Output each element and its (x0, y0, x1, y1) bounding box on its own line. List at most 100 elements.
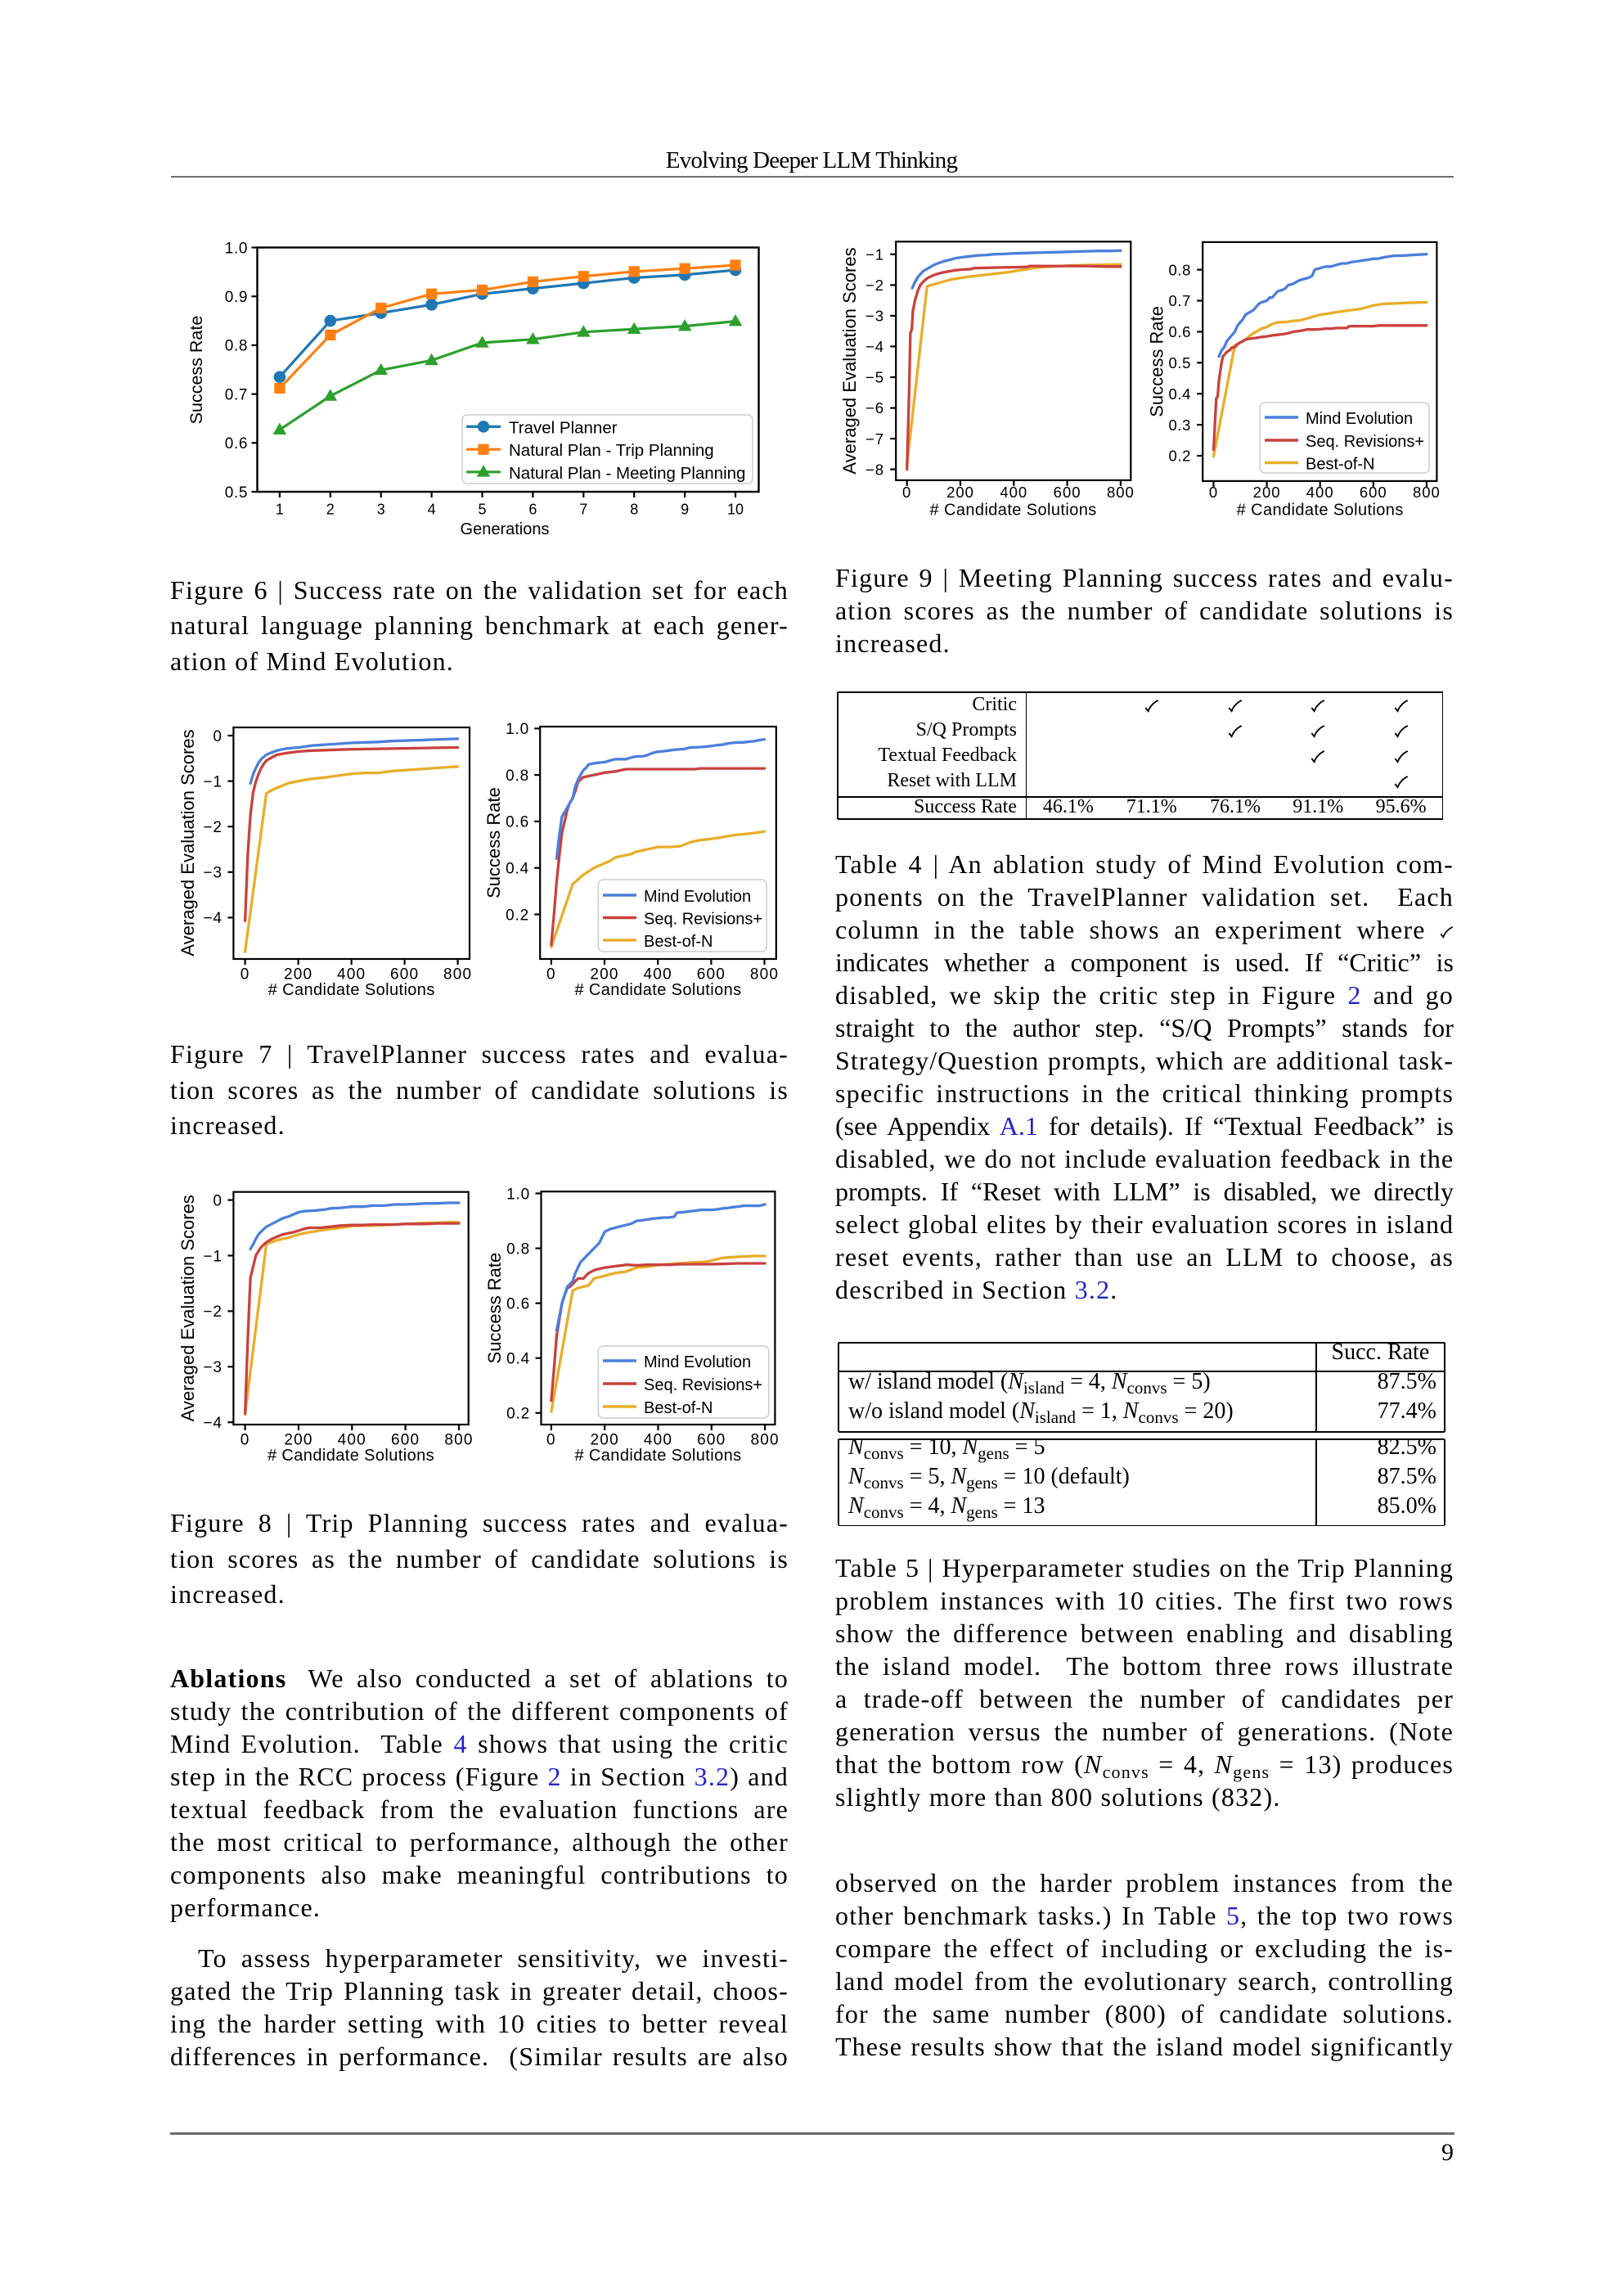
svg-text:Success Rate: Success Rate (187, 316, 206, 425)
svg-text:Best-of-N: Best-of-N (644, 933, 713, 951)
svg-text:−1: −1 (203, 773, 223, 790)
svg-text:200: 200 (590, 966, 618, 983)
svg-text:200: 200 (946, 484, 974, 501)
svg-text:400: 400 (338, 1432, 366, 1449)
svg-text:0.6: 0.6 (1168, 323, 1191, 340)
svg-text:400: 400 (644, 1432, 672, 1449)
svg-text:−2: −2 (865, 277, 884, 294)
svg-text:Travel Planner: Travel Planner (509, 418, 618, 437)
svg-text:Seq. Revisions+: Seq. Revisions+ (644, 1376, 762, 1394)
svg-text:4: 4 (428, 502, 436, 518)
svg-text:600: 600 (697, 1432, 726, 1449)
svg-text:6: 6 (528, 502, 537, 518)
svg-text:400: 400 (1000, 484, 1027, 501)
svg-text:0: 0 (546, 1432, 556, 1449)
svg-text:Success Rate: Success Rate (483, 787, 504, 898)
svg-text:Mind Evolution: Mind Evolution (644, 888, 751, 906)
svg-text:Averaged Evaluation Scores: Averaged Evaluation Scores (178, 1195, 198, 1421)
svg-text:Natural Plan - Meeting Plannin: Natural Plan - Meeting Planning (509, 464, 745, 483)
svg-text:0: 0 (902, 484, 911, 501)
svg-text:0.2: 0.2 (506, 1406, 530, 1423)
svg-text:−6: −6 (865, 399, 884, 416)
svg-text:0.4: 0.4 (506, 861, 529, 878)
svg-text:600: 600 (390, 966, 419, 983)
svg-text:600: 600 (697, 966, 726, 983)
svg-text:−4: −4 (203, 1415, 223, 1432)
svg-text:0.2: 0.2 (506, 907, 529, 924)
svg-text:0: 0 (546, 966, 556, 983)
svg-text:1.0: 1.0 (506, 721, 529, 738)
svg-text:# Candidate Solutions: # Candidate Solutions (268, 1447, 434, 1465)
svg-text:Success Rate: Success Rate (484, 1253, 505, 1364)
svg-text:800: 800 (1413, 484, 1441, 501)
svg-text:Success Rate: Success Rate (1147, 306, 1167, 417)
svg-text:0.9: 0.9 (225, 289, 248, 306)
svg-text:0.6: 0.6 (506, 1296, 530, 1313)
svg-text:0.7: 0.7 (1168, 292, 1191, 309)
svg-text:−1: −1 (203, 1248, 223, 1265)
svg-text:3: 3 (377, 502, 385, 518)
svg-text:0.7: 0.7 (225, 386, 248, 403)
svg-text:Mind Evolution: Mind Evolution (644, 1353, 751, 1371)
svg-text:Averaged Evaluation Scores: Averaged Evaluation Scores (178, 729, 198, 956)
svg-text:600: 600 (1360, 484, 1387, 501)
svg-text:# Candidate Solutions: # Candidate Solutions (930, 502, 1097, 520)
svg-text:0.5: 0.5 (1168, 354, 1191, 371)
svg-text:0.2: 0.2 (1168, 448, 1191, 465)
svg-text:0.3: 0.3 (1168, 416, 1191, 434)
svg-text:800: 800 (444, 1432, 473, 1449)
svg-text:7: 7 (579, 502, 587, 518)
svg-text:0.8: 0.8 (1168, 261, 1191, 278)
svg-text:200: 200 (591, 1432, 619, 1449)
svg-text:# Candidate Solutions: # Candidate Solutions (574, 981, 741, 999)
svg-text:−8: −8 (865, 461, 884, 478)
svg-text:−4: −4 (203, 910, 223, 927)
svg-text:0.4: 0.4 (506, 1351, 530, 1368)
svg-text:−7: −7 (865, 430, 884, 448)
svg-text:600: 600 (391, 1432, 420, 1449)
svg-text:0: 0 (1209, 484, 1218, 501)
svg-text:Seq. Revisions+: Seq. Revisions+ (644, 911, 762, 929)
svg-text:Best-of-N: Best-of-N (1306, 456, 1374, 474)
svg-text:0: 0 (213, 1192, 223, 1209)
svg-text:−5: −5 (865, 369, 884, 386)
svg-text:Natural Plan - Trip Planning: Natural Plan - Trip Planning (509, 441, 714, 460)
svg-text:800: 800 (750, 1432, 779, 1449)
svg-text:10: 10 (727, 502, 744, 518)
svg-text:−3: −3 (203, 865, 223, 882)
svg-text:0: 0 (241, 966, 250, 983)
svg-text:−4: −4 (865, 338, 884, 355)
svg-text:# Candidate Solutions: # Candidate Solutions (574, 1447, 741, 1465)
svg-text:200: 200 (284, 966, 312, 983)
svg-text:Best-of-N: Best-of-N (644, 1399, 713, 1417)
svg-text:0.4: 0.4 (1168, 385, 1191, 403)
svg-text:400: 400 (1306, 484, 1334, 501)
svg-text:0.6: 0.6 (506, 814, 529, 831)
svg-text:1: 1 (276, 502, 284, 518)
svg-text:0.8: 0.8 (506, 768, 529, 785)
svg-text:1.0: 1.0 (506, 1186, 530, 1203)
svg-text:400: 400 (644, 966, 672, 983)
svg-text:800: 800 (443, 966, 472, 983)
svg-text:Seq. Revisions+: Seq. Revisions+ (1306, 433, 1424, 451)
svg-text:0.8: 0.8 (506, 1240, 530, 1258)
svg-text:−2: −2 (203, 819, 223, 836)
svg-text:−2: −2 (203, 1303, 223, 1321)
svg-text:1.0: 1.0 (225, 240, 248, 257)
svg-text:8: 8 (630, 502, 638, 518)
svg-text:−1: −1 (865, 246, 884, 263)
svg-text:9: 9 (681, 502, 689, 518)
svg-text:Mind Evolution: Mind Evolution (1306, 410, 1413, 428)
svg-text:5: 5 (478, 502, 486, 518)
svg-text:200: 200 (1253, 484, 1281, 501)
svg-text:−3: −3 (203, 1359, 223, 1376)
svg-text:0.5: 0.5 (225, 484, 248, 502)
svg-text:200: 200 (284, 1432, 312, 1449)
svg-text:# Candidate Solutions: # Candidate Solutions (1237, 502, 1404, 520)
svg-text:400: 400 (337, 966, 366, 983)
svg-text:0.6: 0.6 (225, 435, 248, 452)
svg-text:2: 2 (326, 502, 335, 518)
svg-text:Generations: Generations (461, 520, 550, 538)
svg-text:0: 0 (241, 1432, 250, 1449)
svg-text:−3: −3 (865, 308, 884, 325)
